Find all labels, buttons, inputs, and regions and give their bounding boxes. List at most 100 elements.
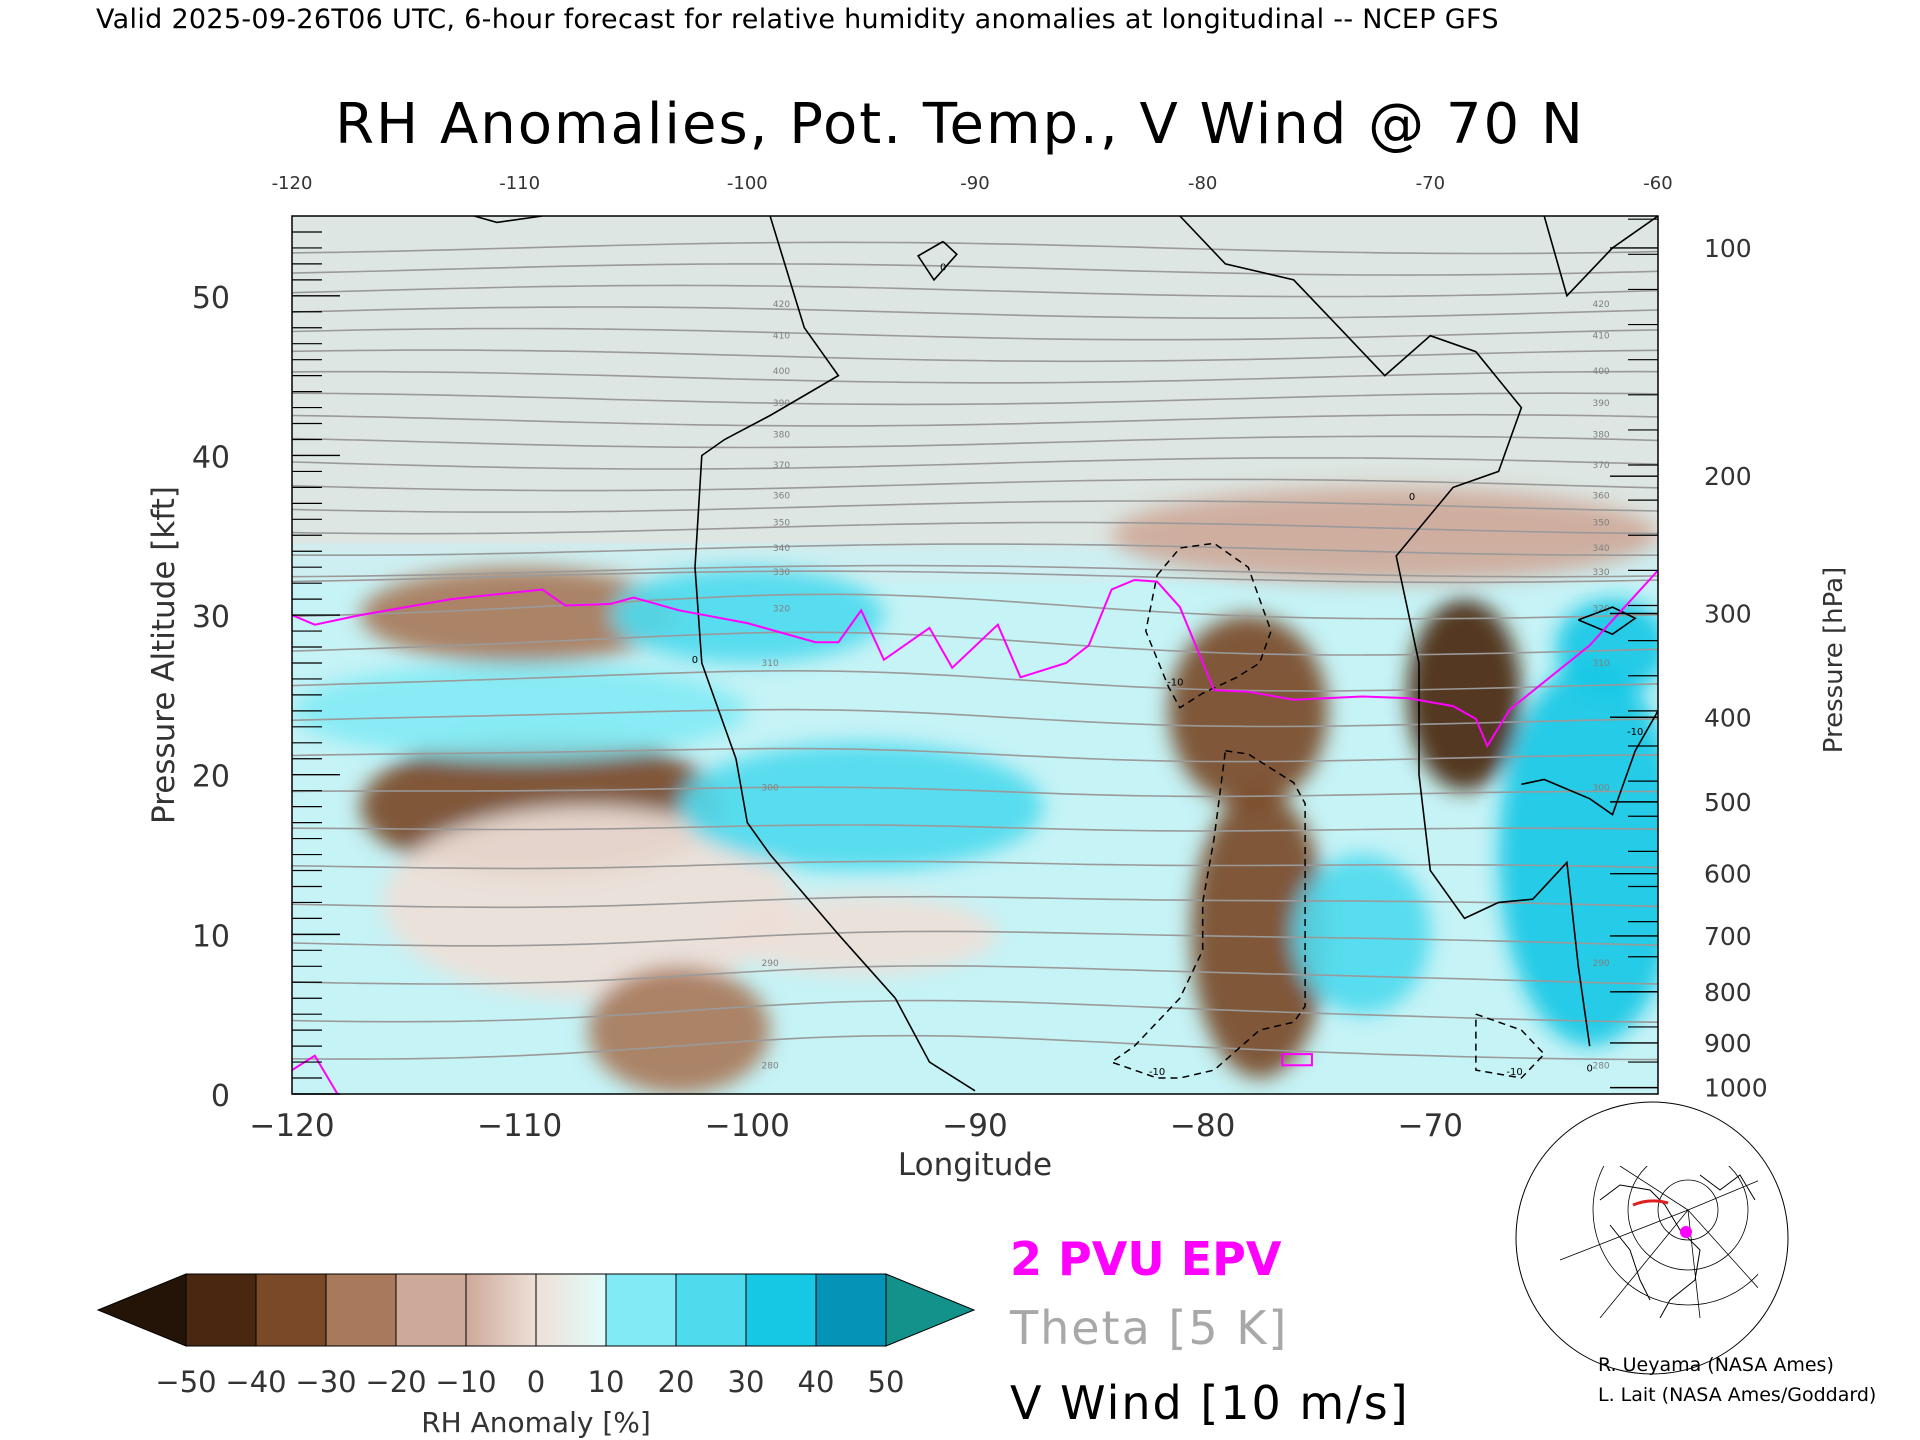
colorbar-swatch bbox=[255, 1273, 327, 1347]
rh-anomaly-blob bbox=[1168, 615, 1328, 807]
theta-line bbox=[292, 500, 1658, 513]
theta-label: 360 bbox=[773, 491, 790, 501]
theta-label: 300 bbox=[762, 783, 779, 793]
colorbar-label: RH Anomaly [%] bbox=[421, 1406, 651, 1439]
theta-line bbox=[292, 435, 1658, 449]
top-tick-label: -70 bbox=[1416, 173, 1445, 194]
colorbar-tick-label: 30 bbox=[728, 1365, 765, 1399]
vwind-zero-contour bbox=[1543, 216, 1658, 298]
vwind-zero-contour bbox=[916, 240, 958, 282]
theta-label: 360 bbox=[1592, 491, 1609, 501]
theta-line bbox=[292, 284, 1658, 298]
theta-label: 400 bbox=[773, 367, 790, 377]
credit-line-1: R. Ueyama (NASA Ames) bbox=[1598, 1354, 1834, 1376]
pressure-tick-label: 200 bbox=[1704, 462, 1752, 491]
theta-line bbox=[292, 413, 1658, 427]
y-tick-label: 50 bbox=[192, 281, 230, 316]
valid-line: Valid 2025-09-26T06 UTC, 6-hour forecast… bbox=[96, 4, 1499, 35]
theta-line bbox=[292, 824, 1658, 832]
legend-vwind: V Wind [10 m/s] bbox=[1010, 1376, 1410, 1430]
theta-line bbox=[292, 965, 1658, 985]
vwind-contour-label: 0 bbox=[940, 262, 946, 273]
pressure-tick-label: 100 bbox=[1704, 234, 1752, 263]
rh-anomaly-blob bbox=[1111, 487, 1658, 584]
credit-line-2: L. Lait (NASA Ames/Goddard) bbox=[1598, 1384, 1877, 1406]
top-tick-label: -80 bbox=[1188, 173, 1217, 194]
pressure-tick-label: 300 bbox=[1704, 599, 1752, 628]
inset-bg bbox=[1558, 1166, 1758, 1318]
theta-line bbox=[292, 669, 1658, 692]
theta-label: 280 bbox=[762, 1061, 779, 1071]
axes: 0 10 20 30 40 50 100 200 300 400 500 600 700 800 900 10… bbox=[146, 173, 1849, 1183]
vwind-contour-label: 0 bbox=[692, 655, 698, 666]
theta-label: 390 bbox=[1592, 399, 1609, 409]
theta-label: 400 bbox=[1592, 367, 1609, 377]
theta-line bbox=[292, 930, 1658, 947]
y-axis-label: Pressure Altitude [kft] bbox=[146, 486, 182, 824]
colorbar-tick-label: −30 bbox=[295, 1365, 356, 1399]
inset-latitude-ring bbox=[1592, 1166, 1758, 1306]
pressure-tick-label: 500 bbox=[1704, 788, 1752, 817]
rh-anomaly-blob bbox=[1555, 599, 1658, 695]
inset-transect-line bbox=[1632, 1199, 1669, 1207]
x-tick-label: −80 bbox=[1170, 1108, 1235, 1144]
vwind-contour-label: -10 bbox=[1167, 677, 1183, 688]
theta-line bbox=[292, 521, 1658, 535]
top-tick-label: -100 bbox=[727, 173, 768, 194]
top-tick-label: -110 bbox=[499, 173, 540, 194]
colorbar-lower-arrow bbox=[96, 1273, 187, 1347]
vwind-contours: 0 0 0 0 -10 -10 -10 -10 bbox=[473, 216, 1658, 1092]
rh-anomaly-blob bbox=[1191, 790, 1328, 1079]
x-axis-label: Longitude bbox=[898, 1147, 1052, 1183]
inset-meridian bbox=[1599, 1209, 1689, 1318]
inset-meridian bbox=[1687, 1209, 1758, 1289]
top-tick-label: -120 bbox=[272, 173, 313, 194]
vwind-negative-contour bbox=[1475, 1013, 1546, 1079]
vwind-zero-contour bbox=[1521, 710, 1658, 816]
theta-label: 330 bbox=[1592, 568, 1609, 578]
theta-line bbox=[292, 370, 1658, 384]
plot-area: 420 420 410 410 400 400 390 390 380 380 370 370 360 3… bbox=[292, 216, 1658, 1094]
theta-label: 290 bbox=[1592, 959, 1609, 969]
pressure-tick-label: 600 bbox=[1704, 860, 1752, 889]
theta-label: 370 bbox=[773, 461, 790, 471]
rh-anomaly-blob bbox=[1498, 663, 1658, 1047]
vwind-contour-label: -10 bbox=[1506, 1067, 1522, 1078]
top-tick-label: -90 bbox=[960, 173, 989, 194]
rh-anomaly-blob bbox=[587, 966, 771, 1094]
legend-epv: 2 PVU EPV bbox=[1010, 1232, 1282, 1286]
theta-label: 420 bbox=[773, 300, 790, 310]
y-tick-label: 10 bbox=[192, 919, 230, 954]
theta-line bbox=[292, 631, 1658, 656]
x-tick-label: −100 bbox=[705, 1108, 790, 1144]
x-tick-label: −90 bbox=[942, 1108, 1007, 1144]
plot-clip: 420 420 410 410 400 400 390 390 380 380 370 370 360 3… bbox=[292, 216, 1658, 1094]
colorbar-tick-label: 20 bbox=[658, 1365, 695, 1399]
vwind-zero-contour bbox=[694, 216, 976, 1092]
theta-label: 420 bbox=[1592, 300, 1609, 310]
colorbar-tick-label: 10 bbox=[588, 1365, 625, 1399]
theta-line bbox=[292, 786, 1658, 798]
theta-line bbox=[292, 895, 1658, 909]
x-tick-label: −120 bbox=[249, 1108, 334, 1144]
inset-coastlines bbox=[1599, 1174, 1756, 1318]
inset-location-dot bbox=[1680, 1226, 1692, 1238]
theta-label: 350 bbox=[773, 519, 790, 529]
colorbar-swatch bbox=[815, 1273, 887, 1347]
vwind-zero-contour bbox=[473, 216, 543, 224]
pressure-tick-label: 900 bbox=[1704, 1029, 1752, 1058]
theta-label: 310 bbox=[1592, 659, 1609, 669]
theta-line bbox=[292, 999, 1658, 1023]
theta-label: 320 bbox=[773, 605, 790, 615]
pressure-tick-label: 800 bbox=[1704, 978, 1752, 1007]
theta-label: 280 bbox=[1592, 1061, 1609, 1071]
epv-2pvu-line bbox=[1281, 1053, 1313, 1067]
vwind-negative-contour bbox=[1109, 750, 1306, 1079]
theta-line bbox=[292, 306, 1658, 319]
theta-label: 350 bbox=[1592, 519, 1609, 529]
plot-frame bbox=[291, 215, 1659, 1095]
colorbar-tick-label: 50 bbox=[868, 1365, 905, 1399]
vwind-zero-contour bbox=[1577, 606, 1637, 636]
rh-anomaly-blob bbox=[679, 742, 1044, 871]
